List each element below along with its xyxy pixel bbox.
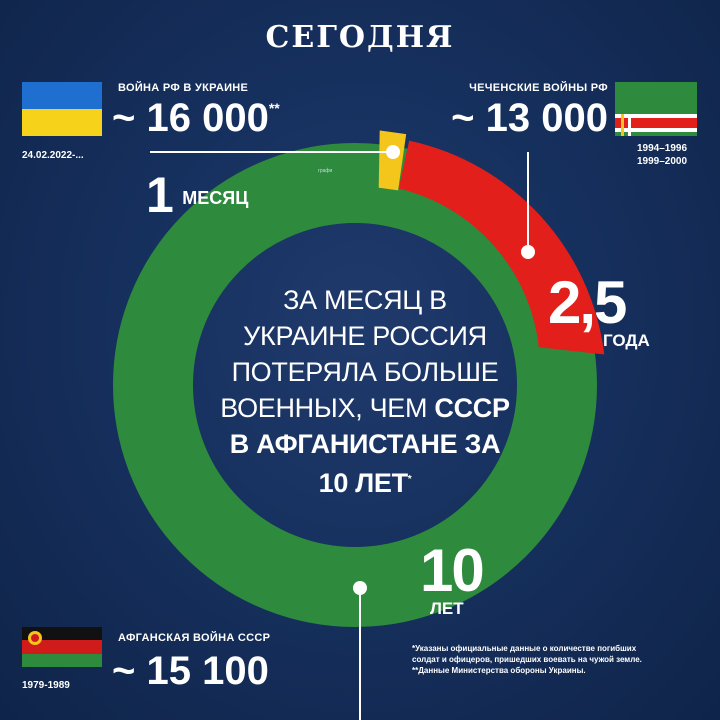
center-line-1: ЗА МЕСЯЦ В <box>283 285 447 315</box>
month-number: 1 <box>146 167 174 223</box>
chechnya-dates: 1994–1996 1999–2000 <box>636 143 688 167</box>
chechen-flag-icon <box>615 82 697 136</box>
center-line-2: УКРАИНЕ РОССИЯ <box>243 321 487 351</box>
decade-number: 10 <box>420 537 485 604</box>
tiny-label: графи <box>318 168 333 174</box>
decade-word: ЛЕТ <box>430 599 464 618</box>
footnote-2: солдат и офицеров, пришедших воевать на … <box>412 655 642 664</box>
segment-chechnya <box>398 140 605 355</box>
afghanistan-flag-icon <box>22 627 102 667</box>
ukraine-title: ВОЙНА РФ В УКРАИНЕ <box>118 82 249 94</box>
connector-dot-chechnya <box>521 245 535 259</box>
ukraine-footnote-mark: ** <box>268 100 280 116</box>
month-word: МЕСЯЦ <box>182 188 249 208</box>
years-word: ГОДА <box>603 331 650 350</box>
footnote-1: *Указаны официальные данные о количестве… <box>412 644 637 653</box>
afghanistan-value: ~ 15 100 <box>112 649 269 693</box>
center-line-6: 10 ЛЕТ* <box>318 468 412 498</box>
brand-title: СЕГОДНЯ <box>265 20 455 55</box>
connector-dot-ukraine <box>386 145 400 159</box>
footnotes: *Указаны официальные данные о количестве… <box>412 643 712 676</box>
center-line-4: ВОЕННЫХ, ЧЕМ СССР <box>220 393 510 423</box>
ukraine-flag-icon <box>22 82 102 136</box>
chechnya-value: ~ 13 000 <box>451 96 608 140</box>
afghanistan-title: АФГАНСКАЯ ВОЙНА СССР <box>118 632 271 644</box>
center-line-3: ПОТЕРЯЛА БОЛЬШЕ <box>231 357 499 387</box>
center-line-5: В АФГАНИСТАНЕ ЗА <box>229 429 501 459</box>
footnote-3: **Данные Министерства обороны Украины. <box>412 666 586 675</box>
segment-ukraine <box>378 130 407 191</box>
ukraine-value: ~ 16 000** <box>112 96 280 140</box>
connector-dot-afghanistan <box>353 581 367 595</box>
years-number: 2,5 <box>548 269 627 336</box>
chechnya-title: ЧЕЧЕНСКИЕ ВОЙНЫ РФ <box>469 82 608 94</box>
ukraine-date: 24.02.2022-... <box>22 150 84 161</box>
afghanistan-dates: 1979-1989 <box>22 680 70 691</box>
month-label: 1 МЕСЯЦ <box>146 166 248 224</box>
center-statement: ЗА МЕСЯЦ В УКРАИНЕ РОССИЯ ПОТЕРЯЛА БОЛЬШ… <box>205 282 525 501</box>
